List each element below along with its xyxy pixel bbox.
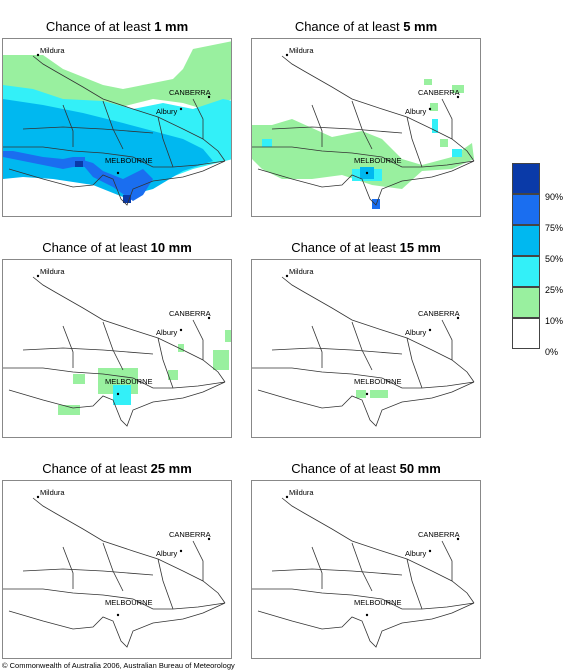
- city-label-mildura: Mildura: [289, 488, 314, 497]
- legend-swatch-50: [512, 225, 540, 256]
- city-labels: Mildura CANBERRA Albury MELBOURNE: [285, 267, 460, 396]
- map-10mm: Mildura CANBERRA Albury MELBOURNE: [2, 259, 232, 438]
- rain-darkest-area: [75, 161, 131, 203]
- city-label-albury: Albury: [156, 549, 178, 558]
- map-50mm: Mildura CANBERRA Albury MELBOURNE: [251, 480, 481, 659]
- panel-title: Chance of at least 5 mm: [294, 19, 438, 34]
- state-borders: [3, 55, 226, 206]
- copyright-notice: © Commonwealth of Australia 2006, Austra…: [2, 661, 235, 670]
- legend-label-0: 0%: [545, 347, 559, 357]
- rain-blue-area: [3, 99, 213, 197]
- city-label-melbourne: MELBOURNE: [354, 156, 402, 165]
- rain-light-blue-area: [113, 385, 131, 405]
- state-borders: [252, 276, 475, 427]
- city-label-albury: Albury: [405, 549, 427, 558]
- state-borders: [252, 497, 475, 648]
- legend-swatch-90: [512, 163, 540, 194]
- city-label-melbourne: MELBOURNE: [354, 377, 402, 386]
- legend-swatch-25: [512, 256, 540, 287]
- probability-legend: 90% 75% 50% 25% 10% 0%: [512, 163, 570, 357]
- city-label-albury: Albury: [156, 328, 178, 337]
- legend-label-75: 75%: [545, 223, 564, 233]
- city-label-mildura: Mildura: [289, 267, 314, 276]
- city-labels: Mildura CANBERRA Albury MELBOURNE: [36, 267, 211, 396]
- city-label-melbourne: MELBOURNE: [105, 377, 153, 386]
- state-borders: [3, 276, 226, 427]
- panel-title: Chance of at least 50 mm: [291, 461, 441, 476]
- city-label-albury: Albury: [405, 328, 427, 337]
- panel-title: Chance of at least 15 mm: [291, 240, 441, 255]
- city-label-mildura: Mildura: [289, 46, 314, 55]
- city-label-canberra: CANBERRA: [169, 88, 211, 97]
- city-labels: Mildura CANBERRA Albury MELBOURNE: [285, 488, 460, 617]
- state-borders: [3, 497, 226, 648]
- city-label-canberra: CANBERRA: [169, 530, 211, 539]
- city-labels: Mildura CANBERRA Albury MELBOURNE: [36, 46, 211, 175]
- rain-green-area: [252, 79, 474, 189]
- city-labels: Mildura CANBERRA Albury MELBOURNE: [285, 46, 460, 175]
- city-label-canberra: CANBERRA: [418, 530, 460, 539]
- legend-swatch-75: [512, 194, 540, 225]
- city-label-albury: Albury: [405, 107, 427, 116]
- legend-swatch-10: [512, 287, 540, 318]
- city-label-mildura: Mildura: [40, 488, 65, 497]
- city-label-canberra: CANBERRA: [169, 309, 211, 318]
- city-label-melbourne: MELBOURNE: [105, 156, 153, 165]
- city-label-mildura: Mildura: [40, 267, 65, 276]
- panel-title: Chance of at least 1 mm: [45, 19, 189, 34]
- panel-title: Chance of at least 10 mm: [42, 240, 192, 255]
- legend-label-50: 50%: [545, 254, 564, 264]
- state-borders: [252, 55, 475, 206]
- city-label-canberra: CANBERRA: [418, 88, 460, 97]
- city-label-canberra: CANBERRA: [418, 309, 460, 318]
- city-labels: Mildura CANBERRA Albury MELBOURNE: [36, 488, 211, 617]
- city-label-melbourne: MELBOURNE: [354, 598, 402, 607]
- map-5mm: Mildura CANBERRA Albury MELBOURNE: [251, 38, 481, 217]
- map-1mm: Mildura CANBERRA Albury MELBOURNE: [2, 38, 232, 217]
- city-label-melbourne: MELBOURNE: [105, 598, 153, 607]
- legend-label-10: 10%: [545, 316, 564, 326]
- map-15mm: Mildura CANBERRA Albury MELBOURNE: [251, 259, 481, 438]
- map-25mm: Mildura CANBERRA Albury MELBOURNE: [2, 480, 232, 659]
- rain-green-area: [356, 390, 388, 398]
- panel-title: Chance of at least 25 mm: [42, 461, 192, 476]
- legend-swatch-0: [512, 318, 540, 349]
- city-label-albury: Albury: [156, 107, 178, 116]
- city-label-mildura: Mildura: [40, 46, 65, 55]
- legend-label-90: 90%: [545, 192, 564, 202]
- legend-label-25: 25%: [545, 285, 564, 295]
- rain-green-area: [3, 41, 231, 109]
